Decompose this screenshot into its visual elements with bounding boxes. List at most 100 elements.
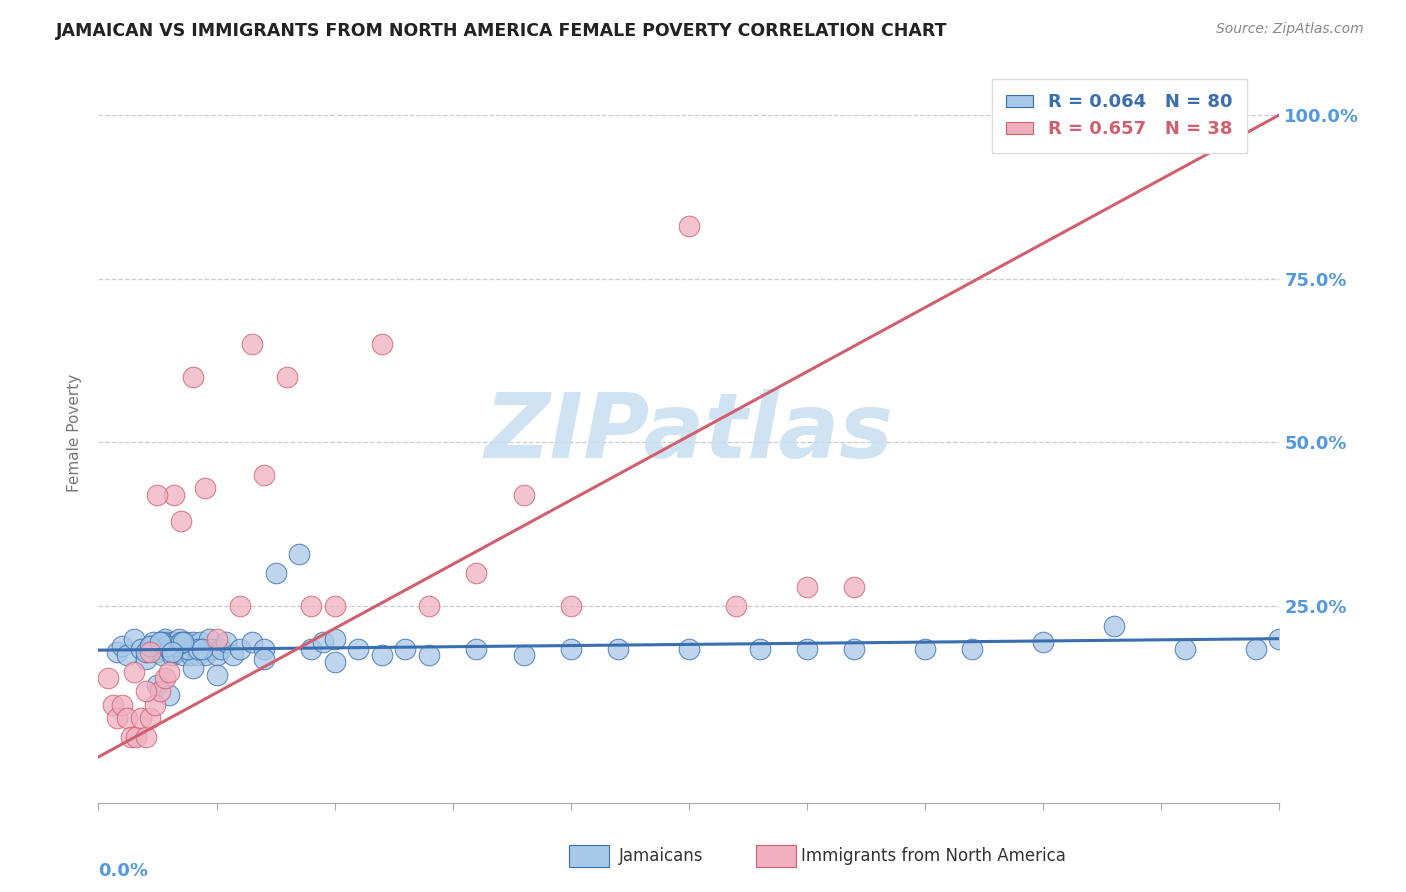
Point bbox=[914, 641, 936, 656]
Point bbox=[465, 641, 488, 656]
Point bbox=[844, 580, 866, 594]
Point bbox=[153, 632, 176, 646]
Point bbox=[215, 635, 238, 649]
Point bbox=[115, 711, 138, 725]
Point bbox=[187, 641, 209, 656]
Point bbox=[157, 641, 180, 656]
Point bbox=[177, 641, 200, 656]
Point bbox=[160, 648, 183, 663]
Text: Source: ZipAtlas.com: Source: ZipAtlas.com bbox=[1216, 22, 1364, 37]
Point bbox=[163, 488, 186, 502]
Point bbox=[111, 639, 134, 653]
Point bbox=[1174, 641, 1197, 656]
Point bbox=[371, 337, 394, 351]
Point bbox=[188, 635, 211, 649]
Point bbox=[1032, 635, 1054, 649]
Point bbox=[129, 711, 152, 725]
Point bbox=[172, 648, 194, 663]
Point bbox=[276, 370, 298, 384]
Point bbox=[97, 671, 120, 685]
Point bbox=[229, 599, 252, 614]
Point bbox=[465, 566, 488, 581]
Text: 0.0%: 0.0% bbox=[98, 862, 149, 880]
Text: Jamaicans: Jamaicans bbox=[619, 847, 703, 865]
Point bbox=[135, 645, 157, 659]
Point bbox=[121, 731, 143, 745]
Point bbox=[205, 648, 228, 663]
Legend: R = 0.064   N = 80, R = 0.657   N = 38: R = 0.064 N = 80, R = 0.657 N = 38 bbox=[991, 78, 1247, 153]
Point bbox=[299, 599, 322, 614]
Point bbox=[146, 678, 169, 692]
Point bbox=[194, 481, 217, 495]
Point bbox=[170, 641, 193, 656]
Point bbox=[253, 641, 276, 656]
Point bbox=[139, 711, 162, 725]
Text: ZIPatlas: ZIPatlas bbox=[485, 389, 893, 476]
Point bbox=[725, 599, 748, 614]
Point bbox=[222, 648, 245, 663]
Point bbox=[323, 632, 346, 646]
Point bbox=[240, 337, 263, 351]
Point bbox=[122, 632, 145, 646]
Point bbox=[347, 641, 370, 656]
Point bbox=[146, 645, 169, 659]
Point bbox=[181, 370, 204, 384]
Point bbox=[181, 635, 204, 649]
Point bbox=[165, 639, 187, 653]
Point bbox=[418, 648, 440, 663]
Text: JAMAICAN VS IMMIGRANTS FROM NORTH AMERICA FEMALE POVERTY CORRELATION CHART: JAMAICAN VS IMMIGRANTS FROM NORTH AMERIC… bbox=[56, 22, 948, 40]
Point bbox=[101, 698, 124, 712]
Point bbox=[194, 648, 217, 663]
Point bbox=[149, 641, 172, 656]
Point bbox=[205, 632, 228, 646]
Point bbox=[209, 641, 232, 656]
Point bbox=[135, 684, 157, 698]
Point bbox=[139, 639, 162, 653]
Point bbox=[170, 514, 193, 528]
Point bbox=[512, 648, 534, 663]
Point bbox=[1268, 632, 1291, 646]
Point bbox=[156, 635, 179, 649]
Point bbox=[229, 641, 252, 656]
Point bbox=[253, 468, 276, 483]
Point bbox=[299, 641, 322, 656]
Point bbox=[150, 648, 173, 663]
Point bbox=[191, 641, 214, 656]
Point bbox=[253, 651, 276, 665]
Point bbox=[139, 639, 162, 653]
Point bbox=[150, 635, 173, 649]
Point bbox=[607, 641, 630, 656]
Point bbox=[174, 635, 197, 649]
Point bbox=[129, 641, 152, 656]
Point bbox=[191, 641, 214, 656]
Point bbox=[105, 645, 128, 659]
Point bbox=[156, 639, 179, 653]
Point bbox=[1102, 619, 1125, 633]
Point bbox=[201, 641, 224, 656]
Point bbox=[165, 645, 187, 659]
Point bbox=[371, 648, 394, 663]
Point bbox=[323, 599, 346, 614]
Point bbox=[560, 599, 582, 614]
Point bbox=[172, 635, 194, 649]
Point bbox=[796, 580, 818, 594]
Point bbox=[796, 641, 818, 656]
Point bbox=[323, 655, 346, 669]
Point bbox=[177, 641, 200, 656]
Point bbox=[122, 665, 145, 679]
Point bbox=[198, 632, 221, 646]
Point bbox=[181, 661, 204, 675]
Point bbox=[146, 488, 169, 502]
Point bbox=[105, 711, 128, 725]
Point bbox=[678, 219, 700, 234]
Point bbox=[170, 635, 193, 649]
Point bbox=[157, 665, 180, 679]
Point bbox=[184, 641, 207, 656]
Point bbox=[149, 635, 172, 649]
Point bbox=[167, 632, 190, 646]
Point bbox=[312, 635, 335, 649]
Y-axis label: Female Poverty: Female Poverty bbox=[67, 374, 83, 491]
Point bbox=[149, 684, 172, 698]
Point bbox=[748, 641, 770, 656]
Point bbox=[163, 635, 186, 649]
